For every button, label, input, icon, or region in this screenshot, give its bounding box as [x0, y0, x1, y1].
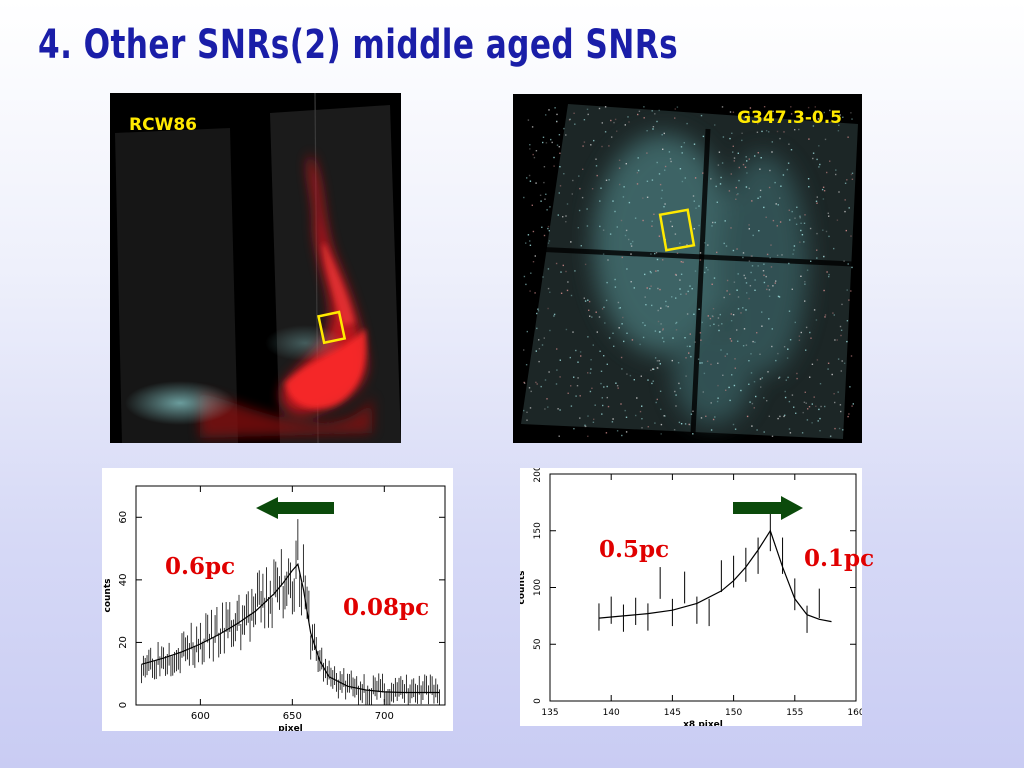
y-tick-label: 150 — [533, 522, 543, 539]
x-tick-label: 135 — [541, 708, 558, 718]
slide-title: 4. Other SNRs(2) middle aged SNRs — [38, 22, 679, 68]
x-axis-label: pixel — [278, 724, 303, 731]
direction-arrow — [733, 496, 803, 520]
g347-profile-plot: 135 140 145 150 155 160 0 50 100 150 200 x8 pixel co… — [520, 468, 862, 726]
y-tick-label: 0 — [533, 698, 543, 704]
plot-frame — [549, 473, 857, 702]
y-tick-label: 20 — [118, 636, 129, 649]
y-tick-label: 60 — [118, 511, 129, 524]
y-tick-label: 200 — [533, 468, 543, 483]
y-axis-label: counts — [103, 579, 113, 613]
y-axis-label: counts — [520, 571, 527, 605]
model-curve — [598, 529, 832, 623]
y-tick-label: 0 — [118, 702, 129, 708]
annotation-upstream-left: 0.6pc — [165, 553, 236, 580]
x-tick-label: 160 — [847, 708, 862, 718]
rcw86-label: RCW86 — [129, 115, 197, 135]
x-tick-label: 600 — [191, 711, 210, 722]
plot-frame — [135, 485, 446, 706]
rcw86-profile-plot: 600 650 700 0 20 40 60 pixel counts — [102, 468, 453, 731]
rcw86-xray-image: RCW86 — [110, 93, 401, 443]
g347-xray-image: G347.3-0.5 — [513, 94, 862, 443]
x-tick-label: 145 — [664, 708, 681, 718]
x-tick-label: 700 — [375, 711, 394, 722]
annotation-downstream-left: 0.08pc — [343, 594, 430, 621]
g347-label: G347.3-0.5 — [737, 108, 842, 128]
y-tick-label: 50 — [533, 638, 543, 650]
y-tick-label: 40 — [118, 573, 129, 586]
direction-arrow — [256, 497, 334, 519]
y-tick-label: 100 — [533, 579, 543, 596]
x-tick-label: 155 — [786, 708, 803, 718]
x-axis-label: x8 pixel — [683, 720, 723, 726]
annotation-downstream-right: 0.1pc — [804, 545, 875, 572]
x-tick-label: 140 — [603, 708, 620, 718]
x-tick-label: 650 — [283, 711, 302, 722]
annotation-upstream-right: 0.5pc — [599, 536, 670, 563]
x-tick-label: 150 — [725, 708, 742, 718]
model-curve — [141, 562, 440, 694]
